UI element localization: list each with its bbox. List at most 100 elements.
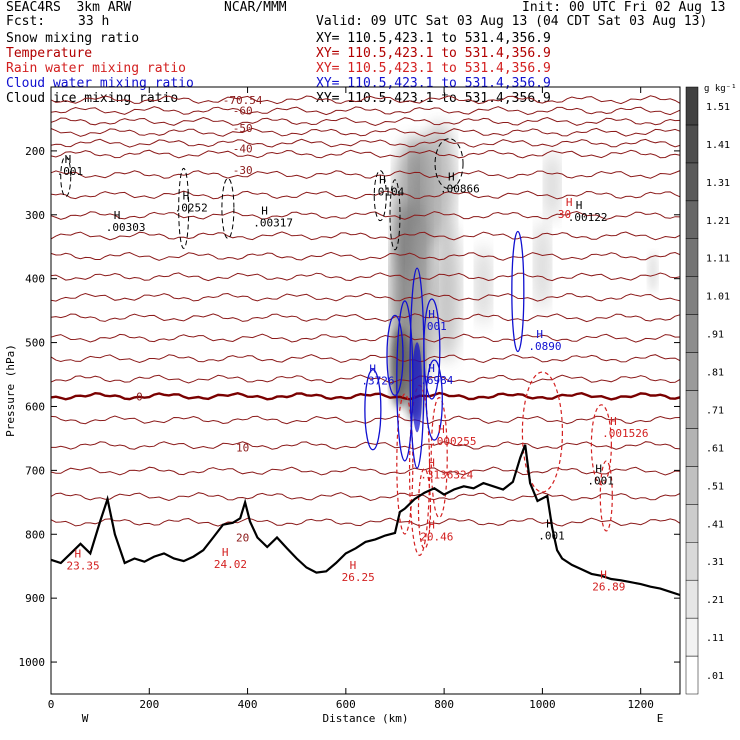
- colorbar-label-0: .01: [706, 671, 724, 682]
- ice-contour-1: [178, 167, 190, 249]
- org-label: NCAR/MMM: [224, 0, 287, 15]
- maximum-label-16: 20.46: [420, 531, 453, 544]
- snow-blob-10: [544, 151, 561, 222]
- colorbar-label-10: 1.01: [706, 292, 730, 303]
- isotherm-line-6: [50, 170, 681, 179]
- maximum-marker-12: H: [438, 423, 445, 436]
- maximum-label-10: .3726: [361, 375, 394, 388]
- model-name: SEAC4RS 3km ARW: [6, 0, 132, 15]
- xy-rain: XY= 110.5,423.1 to 531.4,356.9: [316, 61, 551, 76]
- maximum-label-0: .001: [57, 165, 84, 178]
- isotherm-line-4: [50, 138, 681, 148]
- forecast-hour: 33 h: [78, 14, 110, 29]
- maximum-marker-16: H: [428, 519, 435, 532]
- colorbar-swatch-10: [685, 276, 699, 315]
- colorbar-label-15: 1.51: [706, 102, 730, 113]
- snow-blob-9: [534, 220, 551, 311]
- maximum-label-8: .001: [420, 320, 447, 333]
- forecast-label: Fcst:: [6, 14, 46, 29]
- isotherm-label-1: -60: [233, 105, 253, 118]
- init-time: Init: 00 UTC Fri 02 Aug 13: [522, 0, 726, 15]
- isotherm-label-2: -50: [233, 122, 253, 135]
- x-tick-label-1: 200: [139, 698, 159, 711]
- rain-contour-6: [599, 460, 613, 532]
- y-tick-label-3: 500: [25, 337, 45, 350]
- x-tick-label-0: 0: [48, 698, 55, 711]
- colorbar-label-13: 1.31: [706, 178, 730, 189]
- isotherm-line-2: [50, 116, 681, 127]
- maximum-label-18: 23.35: [66, 559, 99, 572]
- maximum-marker-20: H: [350, 559, 357, 572]
- cloud-contour-2: [423, 298, 441, 400]
- colorbar-swatch-5: [685, 466, 699, 505]
- isotherm-line-15: [50, 354, 681, 364]
- colorbar-label-3: .31: [706, 557, 724, 568]
- ice-contour-4: [434, 138, 464, 190]
- maximum-marker-17: H: [546, 517, 553, 530]
- isotherm-line-0: [50, 95, 681, 105]
- x-end-label-east: E: [657, 712, 664, 725]
- y-tick-label-5: 700: [25, 464, 45, 477]
- colorbar-swatch-9: [685, 314, 699, 353]
- colorbar-swatch-15: [685, 86, 699, 126]
- isotherm-label-8: 10: [236, 441, 249, 454]
- maximum-marker-13: H: [610, 415, 617, 428]
- cloud-ice-contours: [60, 138, 464, 251]
- cloud-core: [412, 342, 423, 433]
- maximum-marker-6: H: [576, 199, 583, 212]
- maximum-marker-3: H: [261, 204, 268, 217]
- x-tick-label-5: 1000: [529, 698, 556, 711]
- isotherm-line-13: [50, 313, 681, 323]
- rain-contour-5: [590, 404, 612, 486]
- isotherm-label-7: 0: [136, 390, 143, 403]
- maximum-marker-2: H: [183, 190, 190, 203]
- x-tick-label-2: 400: [238, 698, 258, 711]
- maximum-label-3: .00317: [253, 216, 293, 229]
- colorbar-label-9: .91: [706, 330, 724, 341]
- maximum-label-20: 26.25: [342, 571, 375, 584]
- maximum-marker-0: H: [65, 153, 72, 166]
- rain-contour-0: [396, 393, 414, 535]
- maximum-label-19: 24.02: [214, 558, 247, 571]
- isotherm-line-5: [50, 149, 681, 159]
- colorbar-swatch-11: [685, 238, 699, 277]
- colorbar-swatch-2: [685, 579, 699, 619]
- maximum-marker-15: H: [595, 462, 602, 475]
- isotherm-line-12: [50, 292, 681, 302]
- y-tick-label-1: 300: [25, 209, 45, 222]
- isotherm-line-11: [50, 272, 681, 282]
- isotherm-label-4: -30: [233, 164, 253, 177]
- maximum-label-7: 30: [558, 208, 571, 221]
- y-tick-label-2: 400: [25, 273, 45, 286]
- maximum-label-9: .0890: [528, 340, 561, 353]
- cloud-contour-5: [425, 359, 443, 441]
- maximum-marker-18: H: [74, 547, 81, 560]
- cloud-water-contours: [364, 230, 525, 469]
- isotherm-line-9: [50, 231, 681, 241]
- isotherm-line-22: [50, 517, 681, 527]
- maximum-label-11: .6984: [420, 374, 453, 387]
- cloud-contour-4: [386, 314, 404, 397]
- y-tick-label-8: 1000: [19, 656, 46, 669]
- maximum-marker-8: H: [428, 308, 435, 321]
- maximum-label-13: .001526: [602, 427, 648, 440]
- colorbar-swatch-1: [685, 617, 699, 657]
- maximum-marker-1: H: [114, 209, 121, 222]
- maximum-label-15: .001: [587, 474, 614, 487]
- legend-cloud-ice: Cloud ice mixing ratio: [6, 91, 179, 106]
- colorbar-label-8: .81: [706, 368, 724, 379]
- maximum-marker-9: H: [536, 328, 543, 341]
- isotherm-line-3: [50, 127, 681, 137]
- isotherm-label-0: -70.54: [223, 94, 263, 107]
- isotherm-contours: -70.54-60 -50 -40 -30 0 10 20: [50, 94, 681, 544]
- colorbar-units: g kg⁻¹: [704, 84, 737, 94]
- y-axis-label: Pressure (hPa): [4, 344, 17, 437]
- rain-contour-2: [430, 396, 448, 519]
- ice-contour-3: [373, 170, 387, 222]
- cloud-contour-6: [511, 230, 525, 353]
- maximum-label-4: .0104: [371, 186, 404, 199]
- snow-blob-11: [647, 252, 658, 293]
- maximum-marker-7: H: [566, 196, 573, 209]
- isotherm-line-8: [50, 210, 681, 220]
- maximum-marker-5: H: [448, 170, 455, 183]
